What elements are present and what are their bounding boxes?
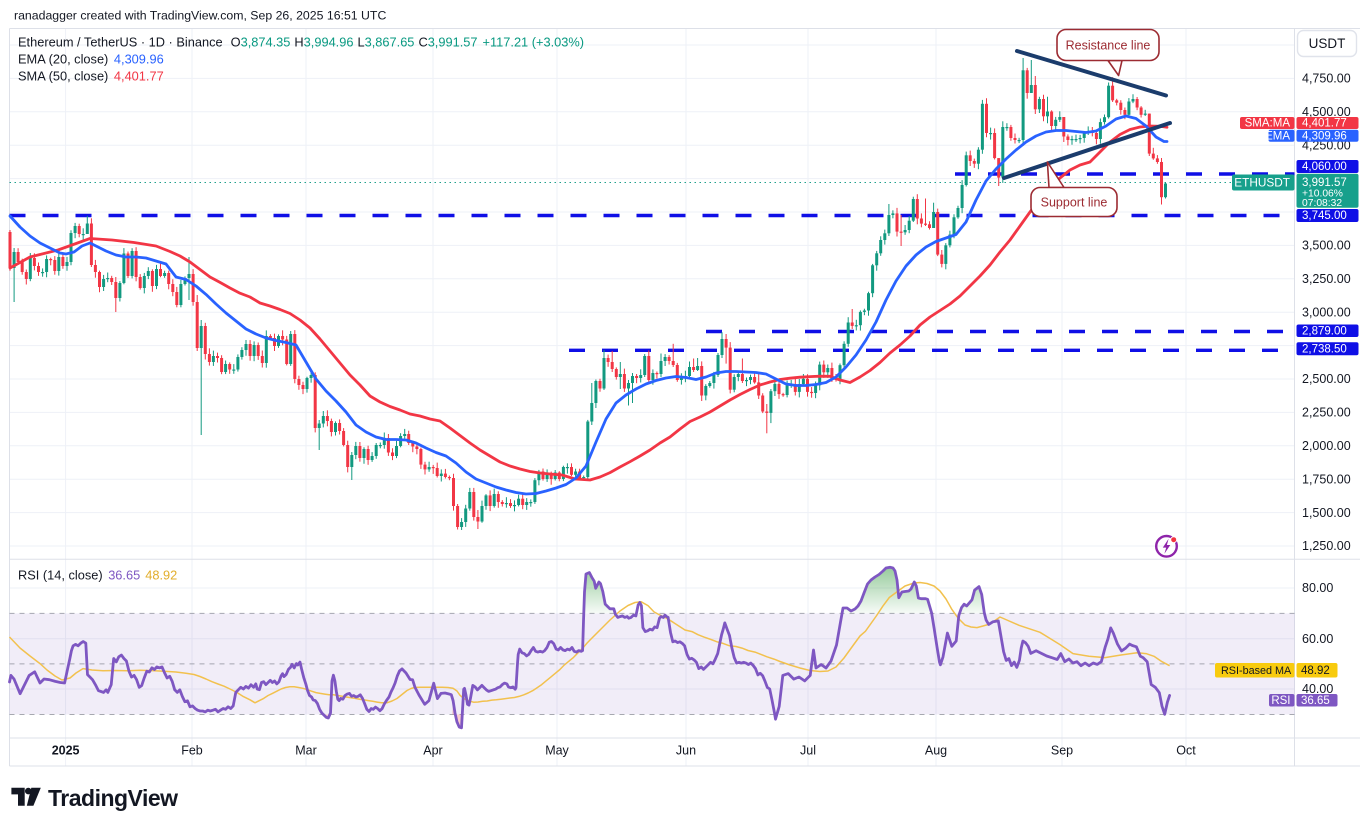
svg-text:Feb: Feb xyxy=(181,744,203,758)
svg-text:3,000.00: 3,000.00 xyxy=(1302,305,1351,319)
svg-text:Aug: Aug xyxy=(925,744,947,758)
svg-text:4,401.77: 4,401.77 xyxy=(1302,118,1347,130)
svg-text:Oct: Oct xyxy=(1176,744,1196,758)
svg-text:EMA (20, close) 4,309.96: EMA (20, close) 4,309.96 xyxy=(18,52,164,67)
svg-text:2,500.00: 2,500.00 xyxy=(1302,372,1351,386)
svg-text:USDT: USDT xyxy=(1309,36,1346,51)
svg-text:Mar: Mar xyxy=(295,744,317,758)
svg-text:Ethereum / TetherUS · 1D · Bin: Ethereum / TetherUS · 1D · Binance O3,874… xyxy=(18,35,584,50)
svg-text:Jul: Jul xyxy=(800,744,816,758)
svg-text:RSI: RSI xyxy=(1271,695,1290,707)
svg-text:60.00: 60.00 xyxy=(1302,632,1333,646)
svg-text:4,500.00: 4,500.00 xyxy=(1302,105,1351,119)
svg-text:3,500.00: 3,500.00 xyxy=(1302,239,1351,253)
svg-text:SMA:MA: SMA:MA xyxy=(1245,118,1291,130)
svg-text:4,750.00: 4,750.00 xyxy=(1302,72,1351,86)
svg-text:1,250.00: 1,250.00 xyxy=(1302,539,1351,553)
svg-text:Jun: Jun xyxy=(676,744,696,758)
svg-text:TradingView: TradingView xyxy=(48,785,178,811)
svg-text:2,000.00: 2,000.00 xyxy=(1302,439,1351,453)
svg-text:3,250.00: 3,250.00 xyxy=(1302,272,1351,286)
svg-text:EMA: EMA xyxy=(1265,130,1290,142)
svg-text:RSI-based MA: RSI-based MA xyxy=(1221,665,1292,677)
svg-text:+10.06%: +10.06% xyxy=(1302,189,1343,200)
svg-text:May: May xyxy=(545,744,569,758)
svg-text:Support line: Support line xyxy=(1041,196,1108,210)
svg-text:2,250.00: 2,250.00 xyxy=(1302,406,1351,420)
svg-text:07:08:32: 07:08:32 xyxy=(1302,198,1342,209)
svg-text:48.92: 48.92 xyxy=(1301,665,1330,677)
svg-text:80.00: 80.00 xyxy=(1302,581,1333,595)
svg-text:2025: 2025 xyxy=(52,744,80,758)
svg-text:1,500.00: 1,500.00 xyxy=(1302,506,1351,520)
svg-text:ETHUSDT: ETHUSDT xyxy=(1234,176,1290,190)
svg-text:3,745.00: 3,745.00 xyxy=(1302,210,1347,222)
svg-text:1,750.00: 1,750.00 xyxy=(1302,472,1351,486)
svg-text:4,250.00: 4,250.00 xyxy=(1302,138,1351,152)
svg-text:4,060.00: 4,060.00 xyxy=(1302,161,1347,173)
svg-text:ranadagger created with Tradin: ranadagger created with TradingView.com,… xyxy=(14,9,386,23)
svg-text:Apr: Apr xyxy=(423,744,442,758)
svg-text:3,991.57: 3,991.57 xyxy=(1302,177,1347,189)
svg-text:36.65: 36.65 xyxy=(1301,695,1330,707)
svg-text:Resistance line: Resistance line xyxy=(1066,39,1151,53)
svg-text:2,738.50: 2,738.50 xyxy=(1302,344,1347,356)
svg-text:SMA (50, close) 4,401.77: SMA (50, close) 4,401.77 xyxy=(18,69,164,84)
svg-text:4,309.96: 4,309.96 xyxy=(1302,130,1347,142)
svg-text:Sep: Sep xyxy=(1051,744,1073,758)
svg-text:2,879.00: 2,879.00 xyxy=(1302,326,1347,338)
svg-text:40.00: 40.00 xyxy=(1302,682,1333,696)
